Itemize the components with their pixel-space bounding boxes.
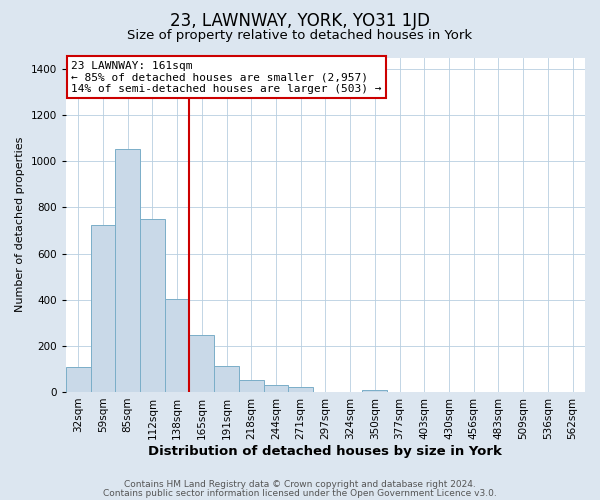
Bar [115, 148, 140, 392]
Bar [362, 390, 387, 392]
Bar [239, 380, 263, 392]
Bar [165, 300, 190, 392]
Text: 23, LAWNWAY, YORK, YO31 1JD: 23, LAWNWAY, YORK, YO31 1JD [170, 12, 430, 30]
Bar [190, 336, 214, 392]
Y-axis label: Number of detached properties: Number of detached properties [15, 137, 25, 312]
X-axis label: Distribution of detached houses by size in York: Distribution of detached houses by size … [148, 444, 502, 458]
Bar [214, 366, 239, 392]
Bar [289, 387, 313, 392]
Bar [263, 386, 289, 392]
Text: Contains HM Land Registry data © Crown copyright and database right 2024.: Contains HM Land Registry data © Crown c… [124, 480, 476, 489]
Text: 23 LAWNWAY: 161sqm
← 85% of detached houses are smaller (2,957)
14% of semi-deta: 23 LAWNWAY: 161sqm ← 85% of detached hou… [71, 61, 382, 94]
Bar [140, 220, 165, 392]
Text: Size of property relative to detached houses in York: Size of property relative to detached ho… [127, 29, 473, 42]
Bar [91, 226, 115, 392]
Bar [66, 368, 91, 392]
Text: Contains public sector information licensed under the Open Government Licence v3: Contains public sector information licen… [103, 488, 497, 498]
